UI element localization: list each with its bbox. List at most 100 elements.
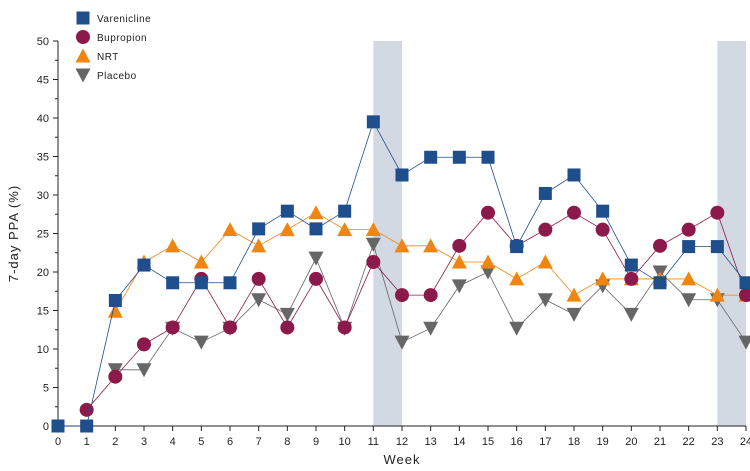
- data-point: [539, 187, 552, 200]
- legend-marker: [77, 12, 90, 25]
- legend-item: Bupropion: [76, 30, 147, 44]
- data-point: [309, 205, 324, 219]
- x-tick-label: 18: [568, 436, 580, 448]
- data-point: [568, 168, 581, 181]
- x-tick-label: 11: [368, 436, 379, 448]
- legend-label: Bupropion: [97, 33, 147, 44]
- data-point: [538, 254, 553, 268]
- data-point: [280, 308, 295, 322]
- data-point: [280, 320, 294, 334]
- legend-label: Placebo: [97, 71, 137, 82]
- y-tick-label: 20: [37, 267, 49, 279]
- y-tick-label: 35: [37, 152, 49, 164]
- x-axis-title: Week: [384, 452, 421, 466]
- y-tick-label: 30: [37, 190, 49, 202]
- data-point: [367, 115, 380, 128]
- data-point: [80, 420, 93, 433]
- y-tick-label: 15: [37, 306, 49, 318]
- legend: Varenicline Bupropion NRT Placebo: [76, 12, 152, 83]
- y-tick-label: 50: [37, 36, 49, 48]
- data-point: [137, 337, 151, 351]
- data-point: [166, 276, 179, 289]
- legend-label: Varenicline: [97, 14, 151, 25]
- data-point: [309, 252, 324, 266]
- series-line: [115, 244, 746, 370]
- x-tick-label: 5: [198, 436, 204, 448]
- x-tick-label: 12: [396, 436, 408, 448]
- data-point: [52, 420, 65, 433]
- y-tick-label: 45: [37, 75, 49, 87]
- data-point: [338, 320, 352, 334]
- data-point: [481, 206, 495, 220]
- data-point: [424, 151, 437, 164]
- data-point: [138, 259, 151, 272]
- data-point: [681, 271, 696, 285]
- x-tick-label: 2: [112, 436, 118, 448]
- data-point: [252, 272, 266, 286]
- x-tick-label: 10: [339, 436, 351, 448]
- data-point: [137, 363, 152, 377]
- x-tick-label: 7: [256, 436, 262, 448]
- x-tick-label: 22: [683, 436, 695, 448]
- x-tick-label: 6: [227, 436, 233, 448]
- data-point: [654, 276, 667, 289]
- data-point: [625, 259, 638, 272]
- data-point: [711, 240, 724, 253]
- x-tick-label: 17: [539, 436, 551, 448]
- data-point: [252, 222, 265, 235]
- data-point: [396, 168, 409, 181]
- legend-item: NRT: [76, 49, 119, 64]
- x-tick-label: 9: [313, 436, 319, 448]
- data-point: [453, 151, 466, 164]
- x-tick-label: 23: [711, 436, 723, 448]
- data-point: [624, 308, 639, 322]
- x-tick-label: 20: [625, 436, 637, 448]
- legend-marker: [76, 69, 91, 83]
- x-tick-label: 24: [740, 436, 750, 448]
- data-point: [424, 288, 438, 302]
- data-point: [452, 254, 467, 268]
- legend-marker: [76, 49, 91, 63]
- data-point: [509, 271, 524, 285]
- data-point: [596, 205, 609, 218]
- y-tick-label: 5: [43, 383, 49, 395]
- x-tick-label: 4: [170, 436, 176, 448]
- data-point: [223, 320, 237, 334]
- data-point: [682, 223, 696, 237]
- data-point: [224, 276, 237, 289]
- data-point: [482, 151, 495, 164]
- data-point: [280, 222, 295, 236]
- data-point: [596, 223, 610, 237]
- x-tick-label: 16: [511, 436, 523, 448]
- data-point: [710, 206, 724, 220]
- data-point: [740, 276, 750, 289]
- x-tick-label: 14: [453, 436, 465, 448]
- y-tick-label: 25: [37, 229, 49, 241]
- data-point: [109, 294, 122, 307]
- data-point: [509, 322, 524, 336]
- x-tick-label: 3: [141, 436, 147, 448]
- data-point: [281, 205, 294, 218]
- data-point: [567, 206, 581, 220]
- data-point: [165, 238, 180, 252]
- data-point: [538, 223, 552, 237]
- data-point: [481, 254, 496, 268]
- data-point: [194, 336, 209, 350]
- data-point: [510, 240, 523, 253]
- data-point: [681, 293, 696, 307]
- data-point: [452, 279, 467, 293]
- data-point: [366, 255, 380, 269]
- data-point: [567, 288, 582, 302]
- x-tick-label: 21: [654, 436, 666, 448]
- data-point: [567, 308, 582, 322]
- y-tick-label: 40: [37, 113, 49, 125]
- y-tick-label: 0: [43, 421, 49, 433]
- legend-marker: [76, 30, 90, 44]
- x-tick-label: 15: [482, 436, 494, 448]
- data-point: [251, 238, 266, 252]
- data-point: [338, 205, 351, 218]
- series-line: [87, 213, 746, 410]
- x-tick-label: 13: [425, 436, 437, 448]
